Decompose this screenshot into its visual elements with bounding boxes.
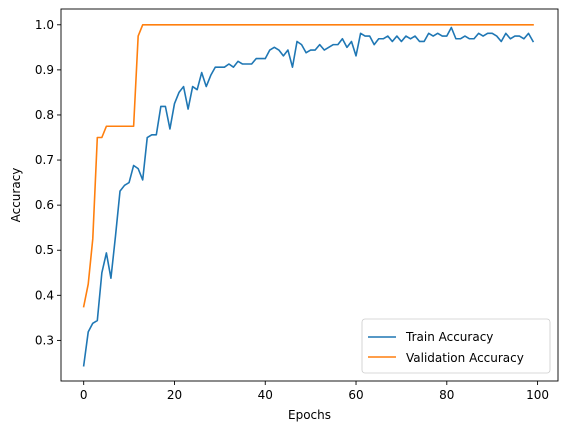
- legend-label-validation: Validation Accuracy: [406, 351, 524, 365]
- legend-label-train: Train Accuracy: [405, 330, 493, 344]
- x-tick-label: 0: [80, 388, 88, 402]
- x-tick-label: 100: [526, 388, 549, 402]
- x-axis-ticks: 0 20 40 60 80 100: [80, 381, 549, 402]
- y-tick-label: 0.4: [35, 288, 54, 302]
- x-tick-label: 40: [258, 388, 273, 402]
- series-layer: [82, 23, 535, 367]
- y-axis-label: Accuracy: [9, 168, 23, 223]
- x-tick-label: 20: [167, 388, 182, 402]
- y-tick-label: 0.5: [35, 243, 54, 257]
- y-tick-label: 1.0: [35, 18, 54, 32]
- legend-box: [361, 318, 551, 374]
- axes-frame: [60, 8, 559, 382]
- y-tick-label: 0.8: [35, 108, 54, 122]
- x-tick-label: 80: [439, 388, 454, 402]
- train-accuracy-line: [82, 26, 535, 367]
- y-tick-label: 0.6: [35, 198, 54, 212]
- y-axis-ticks: 0.3 0.4 0.5 0.6 0.7 0.8 0.9 1.0: [35, 18, 61, 347]
- validation-accuracy-line: [82, 23, 534, 308]
- x-axis-label: Epochs: [288, 408, 331, 422]
- y-tick-label: 0.3: [35, 333, 54, 347]
- y-tick-label: 0.9: [35, 63, 54, 77]
- y-tick-label: 0.7: [35, 153, 54, 167]
- legend: Train Accuracy Validation Accuracy: [361, 318, 551, 374]
- x-tick-label: 60: [348, 388, 363, 402]
